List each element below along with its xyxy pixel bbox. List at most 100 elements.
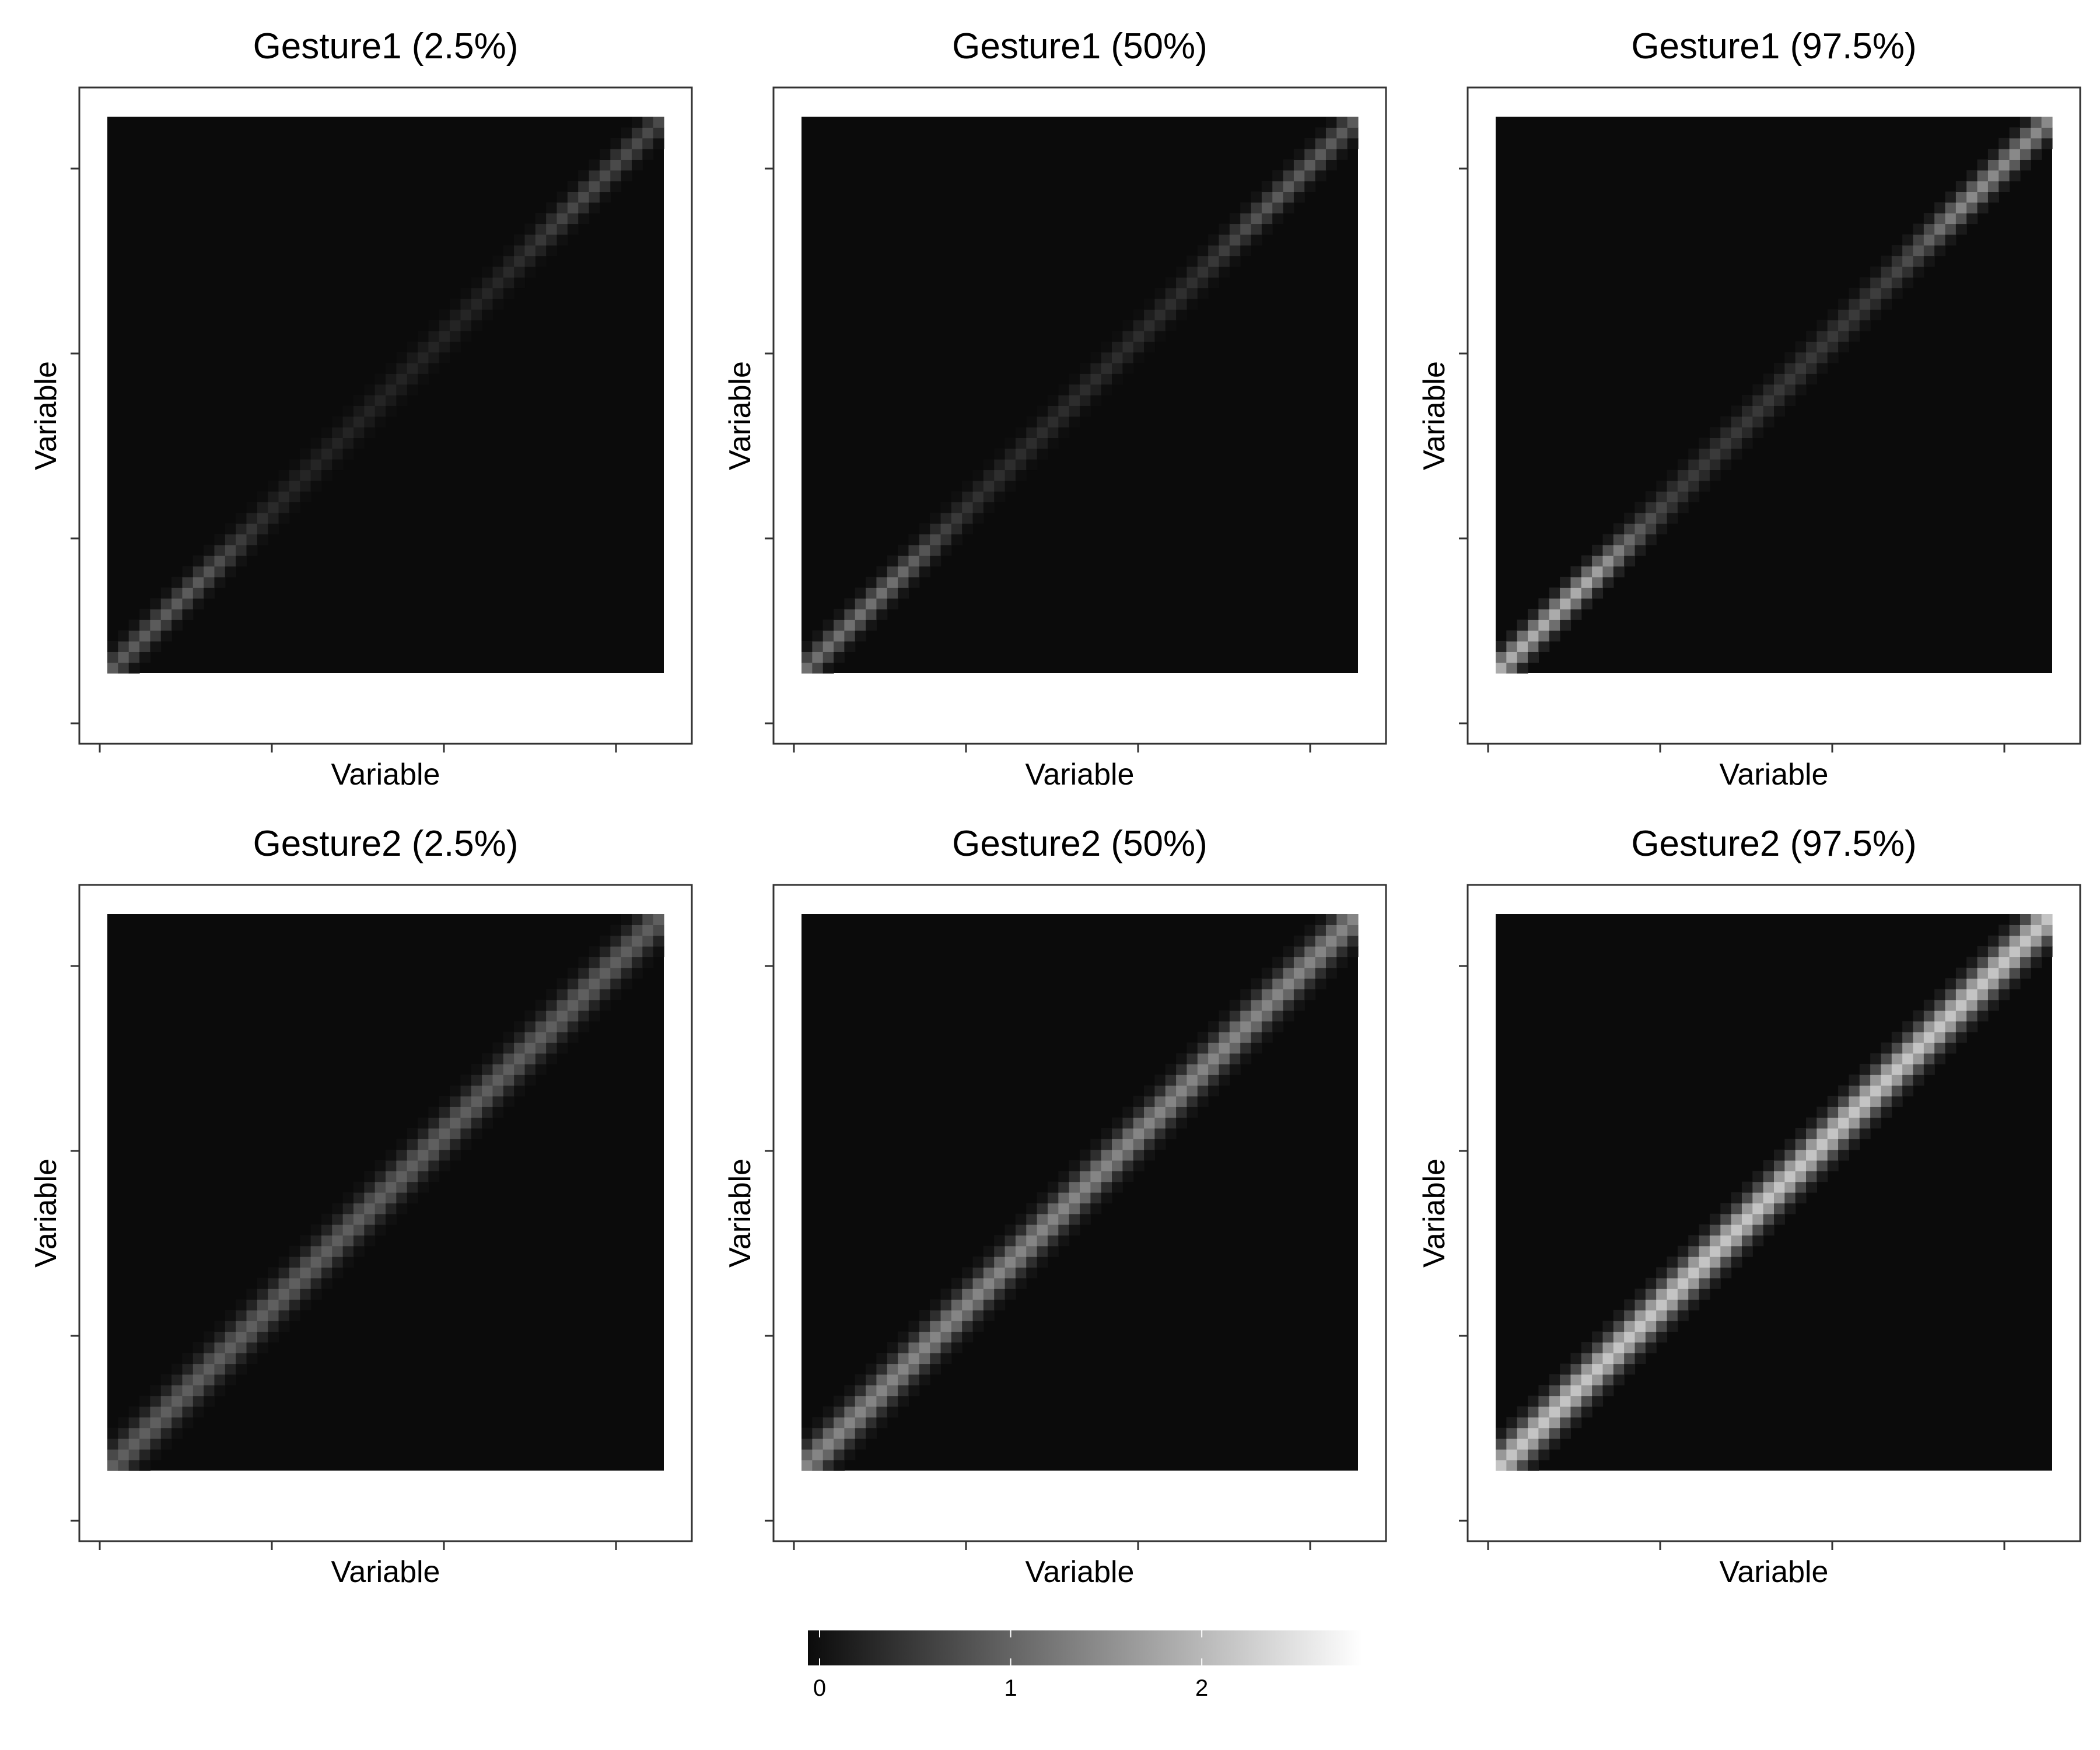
heatmap-cell: [908, 1331, 920, 1343]
heatmap-cell: [1613, 523, 1625, 535]
heatmap-cell: [876, 587, 888, 599]
heatmap-cell: [2031, 957, 2042, 968]
heatmap-cell: [844, 608, 856, 620]
heatmap-cell: [1987, 946, 1999, 957]
heatmap-cell: [631, 925, 643, 936]
heatmap-cell: [567, 181, 579, 192]
heatmap-cell: [332, 1235, 344, 1247]
heatmap-cell: [1336, 138, 1348, 149]
heatmap-cell: [1005, 1256, 1016, 1268]
heatmap-cell: [1570, 1353, 1582, 1364]
heatmap-cell: [268, 502, 279, 513]
heatmap-cell: [1219, 1010, 1230, 1022]
heatmap-cell: [1827, 1139, 1839, 1150]
heatmap-cell: [246, 523, 258, 535]
heatmap-cell: [321, 1267, 332, 1279]
heatmap-cell: [300, 1235, 312, 1247]
heatmap-cell: [1283, 957, 1294, 968]
heatmap-cell: [546, 213, 558, 225]
heatmap-cell: [567, 978, 579, 990]
heatmap-cell: [1015, 448, 1027, 460]
heatmap-cell: [1026, 1256, 1038, 1268]
heatmap-cell: [1977, 957, 1989, 968]
heatmap-cell: [1784, 373, 1796, 385]
heatmap-cell: [460, 1096, 472, 1107]
heatmap-cell: [1528, 608, 1539, 620]
heatmap-cell: [1304, 138, 1316, 149]
heatmap-cell: [1112, 1149, 1123, 1161]
heatmap-cell: [962, 1267, 974, 1279]
heatmap-cell: [822, 1438, 834, 1450]
heatmap-cell: [278, 1299, 290, 1311]
heatmap-cell: [418, 1160, 429, 1171]
heatmap-cell: [1688, 470, 1700, 481]
heatmap-cell: [353, 405, 365, 417]
heatmap-cell: [1112, 1181, 1123, 1193]
heatmap-cell: [1602, 1363, 1614, 1375]
heatmap-cell: [182, 566, 194, 578]
heatmap-cell: [940, 1342, 952, 1353]
heatmap-cell: [567, 1031, 579, 1043]
heatmap-cells: [107, 117, 664, 674]
heatmap-cell: [471, 1074, 482, 1086]
heatmap-cell: [1999, 978, 2010, 990]
heatmap-cell: [1827, 330, 1839, 342]
heatmap-cell: [1229, 1031, 1241, 1043]
heatmap-cell: [962, 1321, 974, 1332]
heatmap-cell: [1101, 1171, 1112, 1182]
heatmap-cell: [1634, 1353, 1646, 1364]
heatmap-cell: [653, 138, 664, 149]
heatmap-cell: [1240, 245, 1252, 257]
heatmap-cell: [642, 957, 654, 968]
heatmap-cell: [1849, 1117, 1860, 1129]
heatmap-cell: [1923, 213, 1935, 225]
heatmap-cell: [1859, 1117, 1871, 1129]
heatmap-cell: [1570, 1363, 1582, 1375]
heatmap-cell: [822, 1449, 834, 1461]
heatmap-cell: [268, 1267, 279, 1279]
heatmap-cell: [1634, 1299, 1646, 1311]
heatmap-cell: [876, 1395, 888, 1407]
heatmap-cell: [374, 1160, 386, 1171]
heatmap-cell: [1667, 1299, 1678, 1311]
heatmap-cell: [1090, 1160, 1102, 1171]
heatmap-cell: [172, 608, 183, 620]
heatmap-cell: [546, 989, 558, 1000]
heatmap-cell: [1688, 1256, 1700, 1268]
heatmap-cell: [1090, 395, 1102, 406]
heatmap-cell: [610, 967, 622, 979]
heatmap-cell: [1528, 620, 1539, 631]
heatmap-cell: [1304, 935, 1316, 947]
heatmap-cell: [386, 1192, 397, 1203]
heatmap-cell: [1325, 935, 1337, 947]
heatmap-cell: [1026, 427, 1038, 438]
heatmap-cell: [1261, 191, 1273, 203]
heatmap-cell: [225, 1331, 236, 1343]
heatmap-cell: [342, 1213, 354, 1225]
heatmap-cell: [898, 566, 909, 578]
heatmap-cell: [1731, 448, 1742, 460]
heatmap-cell: [1602, 1321, 1614, 1332]
heatmap-cells: [1496, 914, 2053, 1471]
heatmap-cell: [342, 1192, 354, 1203]
heatmap-cell: [1784, 1139, 1796, 1150]
heatmap-cell: [1154, 320, 1166, 331]
heatmap-cell: [139, 1395, 150, 1407]
heatmap-cell: [1624, 1353, 1636, 1364]
y-axis-title: Variable: [29, 1158, 63, 1268]
heatmap-cell: [908, 544, 920, 556]
heatmap-cell: [951, 523, 963, 535]
heatmap-cell: [834, 620, 845, 631]
heatmap-cell: [1849, 330, 1860, 342]
heatmap-cell: [1272, 181, 1284, 192]
heatmap-cell: [1528, 652, 1539, 663]
heatmap-cell: [524, 256, 536, 267]
heatmap-cell: [1026, 448, 1038, 460]
heatmap-cell: [1977, 202, 1989, 214]
heatmap-cell: [364, 384, 376, 396]
heatmap-cell: [1891, 1053, 1903, 1065]
heatmap-cell: [1144, 298, 1156, 310]
heatmap-cell: [1347, 946, 1359, 957]
heatmap-cell: [1763, 1213, 1774, 1225]
heatmap-cell: [822, 1460, 834, 1471]
